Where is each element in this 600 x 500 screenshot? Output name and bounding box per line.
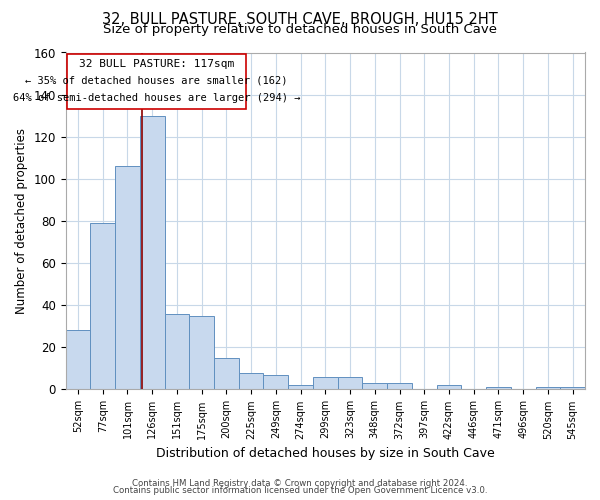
- Text: Contains public sector information licensed under the Open Government Licence v3: Contains public sector information licen…: [113, 486, 487, 495]
- Bar: [214, 358, 239, 390]
- Bar: [387, 383, 412, 390]
- Bar: [91, 223, 115, 390]
- Bar: [115, 166, 140, 390]
- Bar: [313, 377, 338, 390]
- Bar: [362, 383, 387, 390]
- Bar: [486, 388, 511, 390]
- Text: Contains HM Land Registry data © Crown copyright and database right 2024.: Contains HM Land Registry data © Crown c…: [132, 478, 468, 488]
- Bar: [437, 385, 461, 390]
- Bar: [536, 388, 560, 390]
- Bar: [190, 316, 214, 390]
- Text: Size of property relative to detached houses in South Cave: Size of property relative to detached ho…: [103, 22, 497, 36]
- Bar: [288, 385, 313, 390]
- Bar: [338, 377, 362, 390]
- Text: 32 BULL PASTURE: 117sqm: 32 BULL PASTURE: 117sqm: [79, 59, 234, 69]
- Bar: [140, 116, 164, 390]
- Text: ← 35% of detached houses are smaller (162): ← 35% of detached houses are smaller (16…: [25, 76, 288, 86]
- Text: 32, BULL PASTURE, SOUTH CAVE, BROUGH, HU15 2HT: 32, BULL PASTURE, SOUTH CAVE, BROUGH, HU…: [102, 12, 498, 28]
- Bar: [560, 388, 585, 390]
- Bar: [263, 374, 288, 390]
- FancyBboxPatch shape: [67, 54, 246, 110]
- Bar: [65, 330, 91, 390]
- X-axis label: Distribution of detached houses by size in South Cave: Distribution of detached houses by size …: [156, 447, 495, 460]
- Bar: [239, 372, 263, 390]
- Bar: [164, 314, 190, 390]
- Y-axis label: Number of detached properties: Number of detached properties: [15, 128, 28, 314]
- Text: 64% of semi-detached houses are larger (294) →: 64% of semi-detached houses are larger (…: [13, 93, 300, 103]
